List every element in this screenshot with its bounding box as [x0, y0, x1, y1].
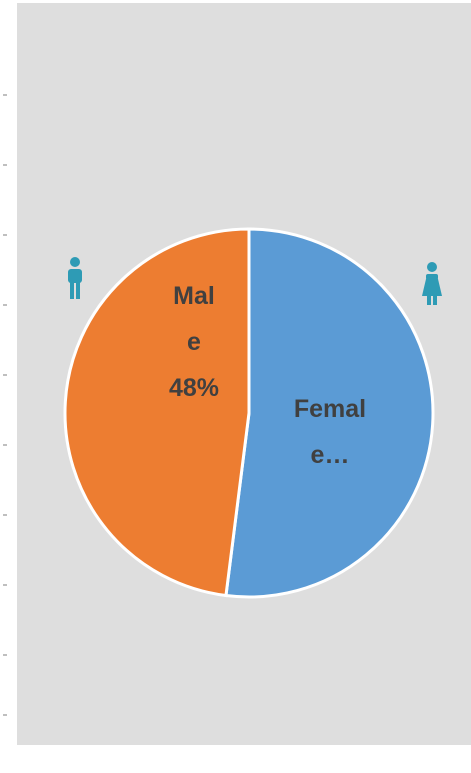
edge-ticks — [3, 94, 7, 716]
pie-slice — [224, 227, 435, 599]
data-label: Mal e 48% — [169, 282, 219, 402]
female-icon — [422, 262, 442, 305]
pie-slice — [63, 227, 251, 598]
data-label: Femal e… — [294, 395, 366, 469]
male-icon — [68, 257, 82, 299]
